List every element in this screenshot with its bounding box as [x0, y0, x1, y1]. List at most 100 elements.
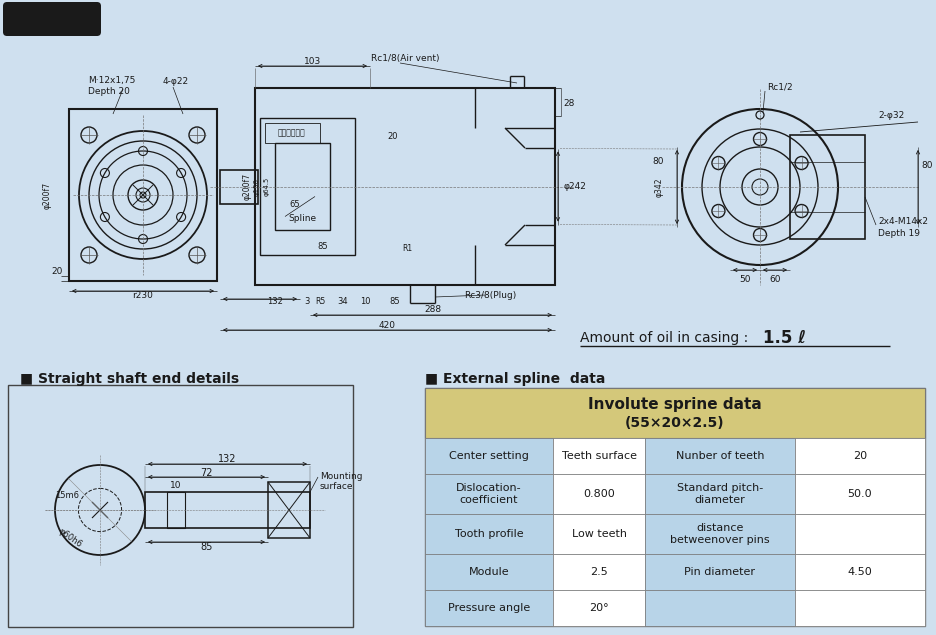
Bar [167, 492, 185, 528]
Text: φ60h6: φ60h6 [56, 526, 83, 549]
Text: 15m6: 15m6 [55, 490, 79, 500]
Text: Rc1/8(Air vent): Rc1/8(Air vent) [371, 53, 439, 62]
Bar [795, 590, 925, 626]
Text: Involute sprine data: Involute sprine data [588, 396, 762, 411]
Text: 28: 28 [563, 98, 575, 107]
Text: 132: 132 [267, 298, 283, 307]
Text: 20°: 20° [589, 603, 608, 613]
Text: Center setting: Center setting [449, 451, 529, 461]
Bar [425, 514, 553, 554]
Bar [795, 514, 925, 554]
Bar [8, 385, 353, 627]
Text: 3: 3 [304, 298, 310, 307]
Bar [553, 590, 645, 626]
Text: 20: 20 [853, 451, 867, 461]
FancyBboxPatch shape [3, 2, 101, 36]
Text: 60: 60 [769, 274, 781, 283]
Text: Rc1/2: Rc1/2 [768, 83, 793, 91]
Bar [145, 492, 310, 528]
Bar [645, 438, 795, 474]
Text: M·12x1,75: M·12x1,75 [88, 76, 136, 86]
Text: 10: 10 [359, 298, 371, 307]
Text: ラジアル軸受: ラジアル軸受 [278, 128, 306, 138]
Text: 85: 85 [200, 542, 212, 552]
Bar [268, 482, 310, 538]
Bar [553, 438, 645, 474]
Text: Depth 19: Depth 19 [878, 229, 920, 237]
Text: 85: 85 [317, 242, 329, 251]
Bar [220, 170, 258, 203]
Text: 50.0: 50.0 [848, 489, 872, 499]
Text: 4.50: 4.50 [848, 567, 872, 577]
Text: Pressure angle: Pressure angle [447, 603, 530, 613]
Text: r230: r230 [133, 290, 154, 300]
Text: distance
betweenover pins: distance betweenover pins [670, 523, 769, 545]
Text: Mounting
surface: Mounting surface [320, 472, 362, 491]
Bar [275, 143, 330, 230]
Text: φ242: φ242 [563, 182, 586, 191]
Bar [69, 109, 217, 281]
Text: (55×20×2.5): (55×20×2.5) [625, 416, 724, 430]
Bar [795, 474, 925, 514]
Text: Low teeth: Low teeth [572, 529, 626, 539]
Bar [425, 388, 925, 626]
Bar [425, 590, 553, 626]
Text: 132: 132 [218, 454, 237, 464]
Text: Depth 20: Depth 20 [88, 86, 130, 95]
Text: φ200f7: φ200f7 [42, 182, 51, 208]
Text: Dislocation-
coefficient: Dislocation- coefficient [456, 483, 521, 505]
Text: 2x4-M14x2: 2x4-M14x2 [878, 218, 928, 227]
Bar [645, 554, 795, 590]
Bar [425, 474, 553, 514]
Text: φ200f7: φ200f7 [242, 173, 252, 200]
Text: R5: R5 [314, 298, 325, 307]
Text: 2-φ32: 2-φ32 [878, 110, 904, 119]
Bar [553, 474, 645, 514]
Text: Standard pitch-
diameter: Standard pitch- diameter [677, 483, 763, 505]
Bar [795, 438, 925, 474]
Text: Rc3/8(Plug): Rc3/8(Plug) [464, 290, 516, 300]
Text: 50: 50 [739, 274, 751, 283]
Bar [645, 474, 795, 514]
Text: 0.800: 0.800 [583, 489, 615, 499]
Text: φ64.5: φ64.5 [264, 177, 270, 196]
Bar [790, 135, 865, 239]
Text: 20: 20 [51, 267, 63, 276]
Text: 288: 288 [424, 305, 441, 314]
Text: Teeth surface: Teeth surface [562, 451, 636, 461]
Bar [645, 590, 795, 626]
Text: φ150: φ150 [254, 178, 260, 196]
Text: Nunber of teeth: Nunber of teeth [676, 451, 765, 461]
Text: 1.5 ℓ: 1.5 ℓ [763, 329, 806, 347]
Bar [425, 388, 925, 438]
Text: R1: R1 [402, 244, 412, 253]
Text: ■ Straight shaft end details: ■ Straight shaft end details [20, 372, 239, 386]
Bar [260, 118, 355, 255]
Text: 103: 103 [304, 57, 321, 65]
Text: Tooth profile: Tooth profile [455, 529, 523, 539]
Text: 34: 34 [338, 298, 348, 307]
Bar [425, 554, 553, 590]
Text: Amount of oil in casing :: Amount of oil in casing : [580, 331, 748, 345]
Bar [255, 88, 555, 285]
Text: 80: 80 [652, 157, 664, 166]
Text: Spline: Spline [288, 214, 316, 223]
Text: Module: Module [469, 567, 509, 577]
Text: φ342: φ342 [655, 177, 664, 197]
Text: 72: 72 [200, 468, 212, 478]
Text: 80: 80 [921, 161, 932, 170]
Bar [265, 123, 320, 143]
Text: 85: 85 [389, 298, 401, 307]
Bar [553, 554, 645, 590]
Text: 65: 65 [289, 200, 300, 209]
Bar [553, 514, 645, 554]
Bar [795, 554, 925, 590]
Text: 420: 420 [379, 321, 396, 330]
Text: 4-φ22: 4-φ22 [163, 76, 189, 86]
Text: 10: 10 [170, 481, 182, 490]
Text: Pin diameter: Pin diameter [684, 567, 755, 577]
Bar [425, 438, 553, 474]
Text: AMC-30A: AMC-30A [9, 10, 95, 28]
Text: 2.5: 2.5 [590, 567, 607, 577]
Bar [645, 514, 795, 554]
